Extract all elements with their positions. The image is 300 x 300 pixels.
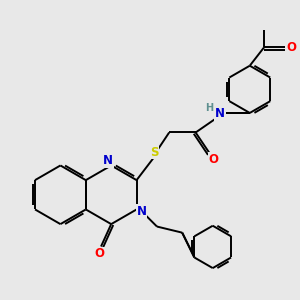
Text: O: O [208,153,218,166]
Text: H: H [205,103,213,113]
Text: N: N [103,154,113,167]
Text: O: O [94,247,104,260]
Text: S: S [150,146,159,158]
Text: N: N [215,107,225,120]
Text: O: O [286,41,296,54]
Text: N: N [136,205,146,218]
